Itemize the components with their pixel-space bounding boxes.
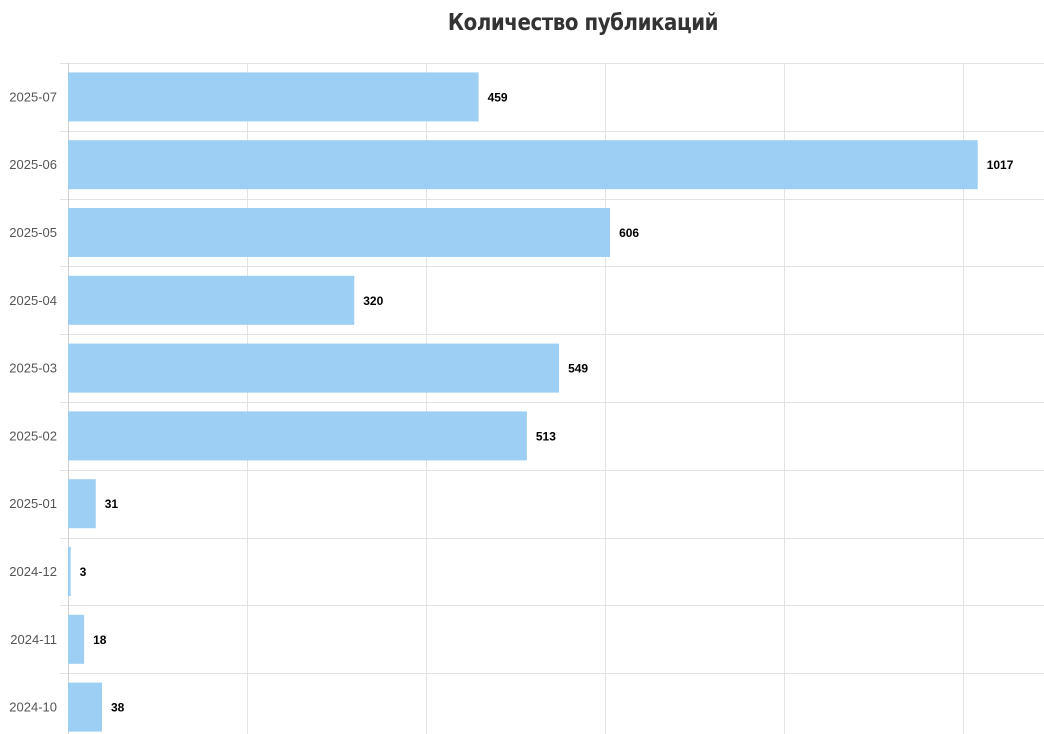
data-label: 31 xyxy=(105,497,119,511)
category-label: 2025-02 xyxy=(9,428,57,443)
category-label: 2025-05 xyxy=(9,225,57,240)
data-label: 38 xyxy=(111,701,125,715)
data-label: 320 xyxy=(363,294,383,308)
bar xyxy=(68,614,85,664)
bars xyxy=(68,72,978,732)
data-label: 1017 xyxy=(987,158,1014,172)
category-label: 2025-01 xyxy=(9,496,57,511)
category-label: 2024-10 xyxy=(9,700,57,715)
data-label: 513 xyxy=(536,429,556,443)
data-label: 18 xyxy=(93,633,107,647)
category-label: 2025-04 xyxy=(9,293,57,308)
data-label: 3 xyxy=(80,565,87,579)
chart-title: Количество публикаций xyxy=(447,10,719,36)
data-label: 606 xyxy=(619,226,639,240)
bar xyxy=(68,411,527,461)
data-label: 459 xyxy=(488,90,508,104)
bar xyxy=(68,72,479,122)
category-label: 2024-11 xyxy=(10,632,57,647)
bar xyxy=(68,479,96,529)
bar xyxy=(68,547,71,596)
bar xyxy=(68,682,102,732)
category-label: 2025-03 xyxy=(9,361,57,376)
bar xyxy=(68,343,560,393)
category-label: 2025-06 xyxy=(9,157,57,172)
category-label: 2025-07 xyxy=(9,89,57,104)
bar xyxy=(68,140,978,190)
data-label: 549 xyxy=(568,362,588,376)
bar xyxy=(68,275,355,325)
bar xyxy=(68,208,611,257)
category-label: 2024-12 xyxy=(9,564,57,579)
